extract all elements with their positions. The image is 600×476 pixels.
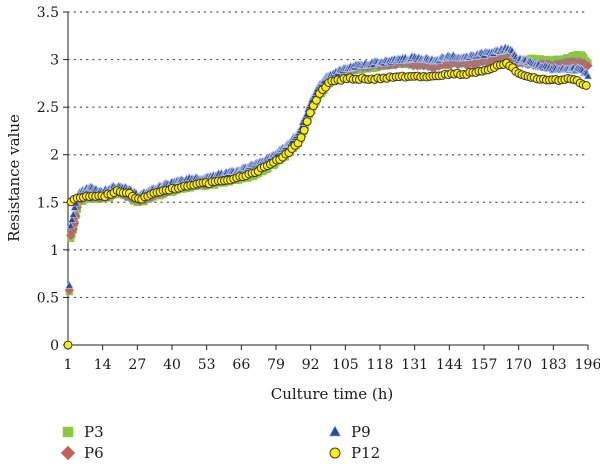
point-p9 — [70, 202, 79, 211]
point-p12 — [296, 133, 306, 142]
y-tick-label: 0.5 — [37, 290, 59, 306]
x-tick-label: 183 — [540, 357, 567, 373]
y-tick-label: 1 — [50, 243, 59, 259]
x-tick-label: 53 — [198, 357, 216, 373]
series-p12 — [63, 58, 591, 350]
y-tick-label: 2 — [50, 148, 59, 164]
x-tick-label: 157 — [471, 357, 498, 373]
x-tick-label: 131 — [401, 357, 428, 373]
y-tick-label: 3 — [50, 53, 59, 69]
legend-marker-p12 — [329, 447, 341, 459]
x-tick-label: 105 — [332, 357, 359, 373]
x-tick-label: 66 — [232, 357, 250, 373]
legend-item-p3: P3 — [62, 423, 104, 441]
x-tick-label: 196 — [575, 357, 600, 373]
point-p9 — [67, 215, 77, 223]
marks-layer — [63, 43, 593, 350]
legend-label-p3: P3 — [84, 423, 104, 441]
x-tick-label: 79 — [267, 357, 285, 373]
point-p12 — [302, 117, 312, 126]
x-tick-label: 27 — [128, 357, 146, 373]
point-p9 — [66, 221, 75, 230]
legend-label-p12: P12 — [351, 444, 380, 462]
x-tick-label: 40 — [163, 357, 181, 373]
y-tick-label: 0 — [50, 338, 59, 354]
legend-marker-p9 — [328, 425, 342, 437]
x-axis-title: Culture time (h) — [271, 385, 394, 403]
legend-item-p6: P6 — [60, 444, 104, 462]
legend: P3 P6 P9 P12 — [60, 423, 380, 462]
x-tick-label: 14 — [94, 357, 112, 373]
legend-marker-p6 — [60, 445, 76, 461]
legend-label-p6: P6 — [84, 444, 104, 462]
point-p9 — [65, 280, 74, 289]
point-p6 — [64, 285, 75, 296]
legend-item-p12: P12 — [329, 444, 380, 462]
grid-layer — [67, 11, 589, 299]
point-p9 — [583, 71, 593, 80]
point-p12 — [299, 125, 309, 135]
y-axis-title: Resistance value — [5, 114, 23, 242]
ticks-layer: 0 0.5 1 1.5 2 2.5 3 3.5 1 14 27 40 53 66 79 92 105 118 131… — [37, 5, 600, 373]
legend-item-p9: P9 — [328, 423, 371, 441]
y-tick-label: 1.5 — [37, 195, 59, 211]
point-p12 — [63, 340, 73, 350]
x-tick-label: 144 — [436, 357, 463, 373]
x-tick-label: 118 — [367, 357, 394, 373]
legend-marker-p3 — [62, 426, 74, 438]
legend-label-p9: P9 — [351, 423, 371, 441]
point-p6 — [583, 60, 593, 71]
y-tick-label: 2.5 — [37, 100, 59, 116]
point-p12 — [581, 81, 591, 90]
point-p9 — [69, 209, 78, 218]
x-tick-label: 1 — [64, 357, 73, 373]
x-tick-label: 92 — [302, 357, 320, 373]
y-tick-label: 3.5 — [37, 5, 59, 21]
x-tick-label: 170 — [505, 357, 532, 373]
